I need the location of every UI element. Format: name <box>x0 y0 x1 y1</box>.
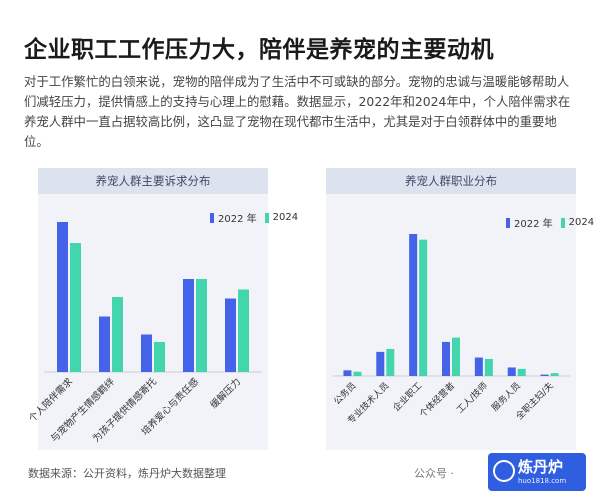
legend-occupation: 2022 年 2024 <box>506 215 594 230</box>
chart-title-demands: 养宠人群主要诉求分布 <box>38 168 268 194</box>
legend-swatch-2022 <box>210 212 214 223</box>
legend-label-2022: 2022 年 <box>218 214 257 225</box>
chart-1-category-label-4: 工人/技师 <box>454 380 490 416</box>
chart-1-bar-6-series-1 <box>550 373 559 376</box>
chart-0-bar-3-series-1 <box>196 279 207 372</box>
chart-0-bar-0-series-1 <box>70 243 81 372</box>
chart-1-category-label-0: 公务员 <box>331 380 359 408</box>
legend-label-2024-b: 2024 <box>568 217 595 228</box>
logo-mark-icon <box>493 460 515 482</box>
legend-swatch-2024-b <box>560 217 565 228</box>
chart-0-bar-4-series-0 <box>225 298 236 372</box>
chart-1-bar-2-series-1 <box>419 239 428 376</box>
chart-1-bar-5-series-0 <box>507 367 516 376</box>
chart-1-bar-2-series-0 <box>409 234 418 376</box>
wechat-label: 公众号 · <box>414 467 454 480</box>
legend-swatch-2024 <box>264 212 269 223</box>
logo-text: 炼丹炉 <box>518 458 564 476</box>
chart-0-bar-1-series-0 <box>99 316 110 372</box>
chart-1-bar-4-series-1 <box>484 358 493 376</box>
legend-demands: 2022 年 2024 <box>210 210 298 225</box>
chart-0-bar-2-series-0 <box>141 334 152 372</box>
chart-0-bar-2-series-1 <box>154 342 165 372</box>
chart-1-bar-1-series-1 <box>386 349 395 376</box>
legend-label-2022-b: 2022 年 <box>514 219 553 230</box>
chart-0-category-label-4: 缓解压力 <box>208 376 243 411</box>
chart-1-bar-1-series-0 <box>376 351 385 376</box>
data-source-note: 数据来源：公开资料，炼丹炉大数据整理 <box>28 467 226 480</box>
chart-panel-occupation <box>326 168 576 450</box>
chart-0-bar-1-series-1 <box>112 297 123 372</box>
intro-paragraph: 对于工作繁忙的白领来说，宠物的陪伴成为了生活中不可或缺的部分。宠物的忠诚与温暖能… <box>24 74 571 149</box>
chart-1-bar-5-series-1 <box>517 368 526 376</box>
chart-1-category-label-5: 服务人员 <box>489 380 523 414</box>
chart-title-occupation: 养宠人群职业分布 <box>326 168 576 194</box>
chart-1-bar-3-series-0 <box>442 341 450 376</box>
chart-0-bar-3-series-0 <box>183 279 194 372</box>
chart-1-bar-0-series-0 <box>343 370 352 376</box>
chart-1-category-label-3: 个体经营者 <box>417 380 457 420</box>
brand-logo: 炼丹炉 huo1818.com <box>488 453 586 491</box>
chart-1-bar-3-series-1 <box>452 337 460 376</box>
chart-1-bar-0-series-1 <box>353 371 362 376</box>
legend-swatch-2022-b <box>506 217 510 228</box>
chart-1-category-label-2: 企业职工 <box>390 380 424 414</box>
chart-0-bar-0-series-0 <box>57 222 68 372</box>
page-title: 企业职工工作压力大，陪伴是养宠的主要动机 <box>24 37 494 63</box>
chart-1-bar-6-series-0 <box>540 374 549 376</box>
chart-1-bar-4-series-0 <box>474 357 483 376</box>
logo-subtext: huo1818.com <box>518 477 567 485</box>
chart-0-bar-4-series-1 <box>238 289 249 372</box>
legend-label-2024: 2024 <box>272 212 299 223</box>
